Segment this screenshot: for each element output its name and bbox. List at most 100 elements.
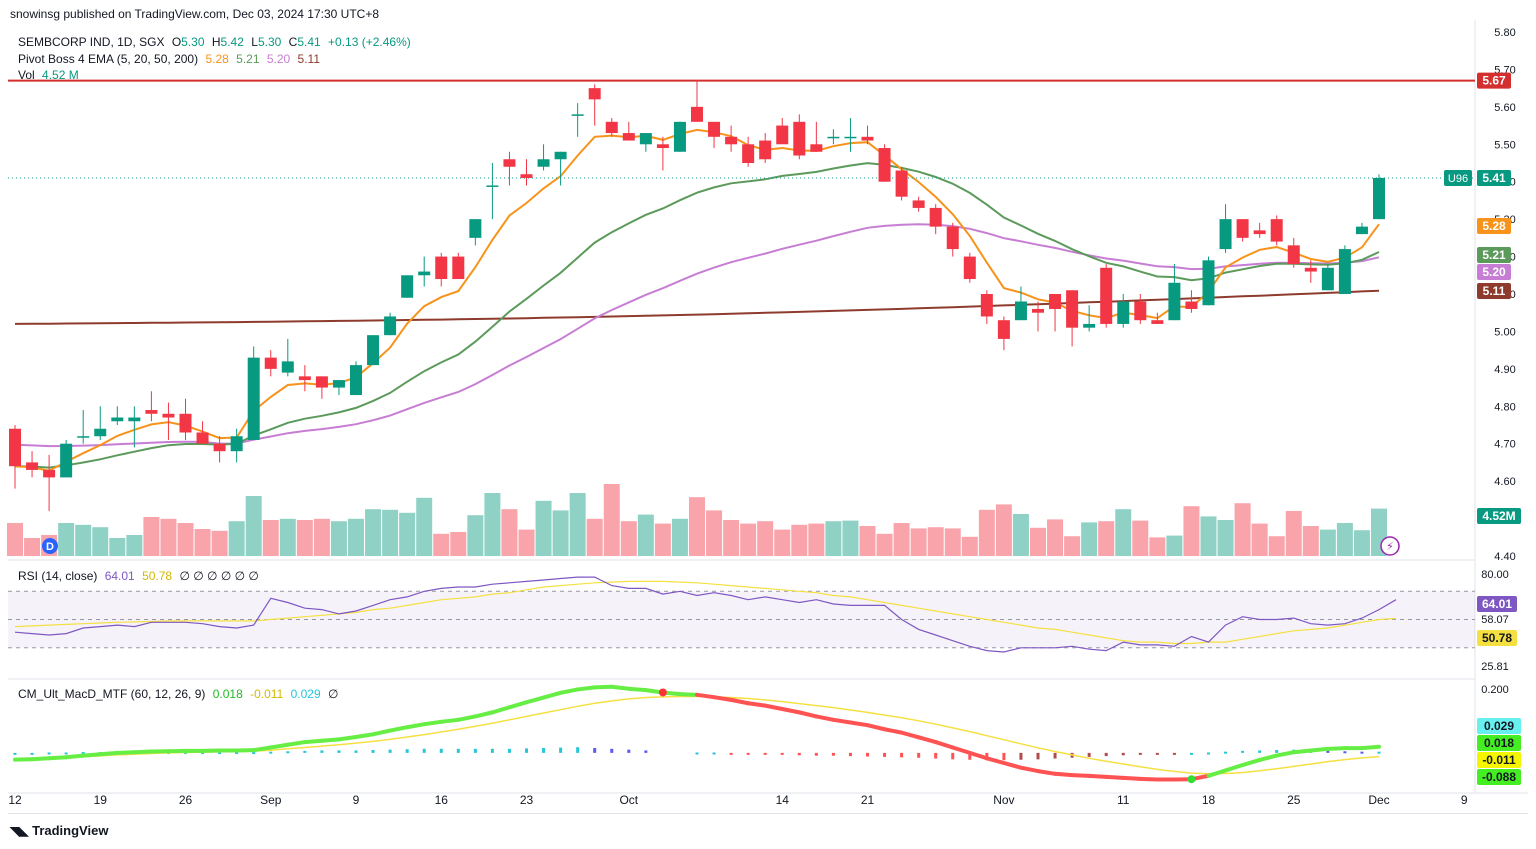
ema5-line [14,128,1380,472]
macd-line-segment [814,714,836,722]
volume-bar [330,521,347,556]
macd-line-segment [592,684,614,690]
macd-histogram-bar [576,747,580,753]
volume-bar [774,529,791,556]
volume-bar [1200,516,1217,556]
candle-body [281,361,294,373]
candle-body [162,413,175,418]
macd-histogram-bar [269,751,273,754]
rsi-label[interactable]: RSI (14, close) [18,569,98,583]
candle-body [997,320,1010,339]
macd-line-segment [575,685,597,692]
macd-axis-label-bg [1477,769,1521,785]
candle-body [1355,226,1368,235]
volume-bar [1336,523,1353,556]
candle-body [145,410,158,414]
ema-legend: Pivot Boss 4 EMA (5, 20, 50, 200) 5.28 5… [18,52,320,66]
macd-histogram-bar [848,752,852,757]
volume-bar [893,523,910,556]
volume-bar [194,529,211,556]
macd-line-segment [780,707,802,715]
macd-line-segment [1121,775,1143,781]
volume-bar [1251,523,1268,556]
price-tick-label: 5.60 [1494,102,1515,114]
volume-bar [143,517,160,556]
symbol-tag: U96 [1448,173,1468,185]
volume-bar [637,514,654,556]
time-tick-label: 16 [435,793,449,807]
candle-body [1117,301,1130,324]
macd-empty-value: ∅ [327,687,339,701]
time-tick-label: Nov [993,793,1014,807]
candle-body [298,376,311,381]
candle-body [1321,267,1334,291]
macd-histogram-bar [917,752,921,758]
candle-body [1168,282,1181,321]
time-tick-label: 12 [8,793,22,807]
candle-body [213,443,226,452]
candle-body [1338,249,1351,294]
macd-histogram-bar [1087,752,1091,757]
macd-axis-label: 0.029 [1484,719,1514,733]
candle-body [332,380,345,388]
macd-line-segment [865,723,887,732]
candle-body [230,436,243,452]
macd-line-segment [98,750,120,757]
macd-histogram-bar [1258,750,1262,753]
macd-histogram-bar [473,748,477,753]
volume-bar [961,536,978,556]
ema20-value: 5.21 [236,52,260,66]
rsi-value: 64.01 [104,569,135,583]
candle-body [1066,290,1079,328]
macd-label[interactable]: CM_Ult_MacD_MTF (60, 12, 26, 9) [18,687,206,701]
macd-line-segment [609,684,631,691]
rsi-band-fill [8,591,1475,648]
vol-label[interactable]: Vol [18,68,35,82]
macd-histogram-bar [610,748,614,753]
macd-histogram-bar [1172,752,1176,755]
volume-bar [1030,527,1046,556]
candle-body [1185,301,1198,309]
volume-bar [944,528,961,556]
volume-bar [1132,520,1149,556]
rsi-legend: RSI (14, close) 64.01 50.78 ∅ ∅ ∅ ∅ ∅ ∅ [18,569,259,583]
volume-bar [569,493,586,556]
last-price-bg [1477,169,1511,186]
macd-line-segment [1257,753,1279,762]
symbol-legend: SEMBCORP IND, 1D, SGX O5.30 H5.42 L5.30 … [18,35,411,49]
price-tick-label: 4.40 [1494,551,1515,563]
volume-bar [7,523,23,556]
symbol-name[interactable]: SEMBCORP IND, 1D, SGX [18,35,165,49]
candle-body [43,469,56,478]
candle-body [1304,267,1317,272]
macd-histogram-bar [934,752,938,759]
candle-body [1151,320,1164,324]
close-label: C [288,35,298,49]
ema-label[interactable]: Pivot Boss 4 EMA (5, 20, 50, 200) [18,52,199,66]
volume-bar [365,509,382,556]
macd-line-segment [1240,757,1262,768]
candle-body [1032,308,1044,313]
volume-bar [1012,514,1029,556]
macd-line-segment [1070,773,1092,778]
tradingview-logo[interactable]: ◥◣ TradingView [10,823,108,838]
volume-bar [620,521,637,556]
macd-histogram-bar [695,752,699,755]
rsi-ma-value: 50.78 [142,569,173,583]
volume-bar [791,524,808,556]
candle-body [350,365,362,396]
candle-body [588,88,601,100]
macd-histogram-bar [627,749,631,753]
time-tick-label: 25 [1287,793,1301,807]
candle-body [946,226,959,250]
candle-body [912,200,925,208]
macd-histogram-bar [371,750,375,753]
ema50-line [14,223,1380,448]
candle-body [77,436,90,438]
macd-line-segment [797,710,819,719]
macd-line-segment [899,730,921,740]
macd-tick-label: 0.200 [1481,684,1509,696]
macd-line-segment [1274,750,1296,758]
volume-bar [1115,509,1132,556]
